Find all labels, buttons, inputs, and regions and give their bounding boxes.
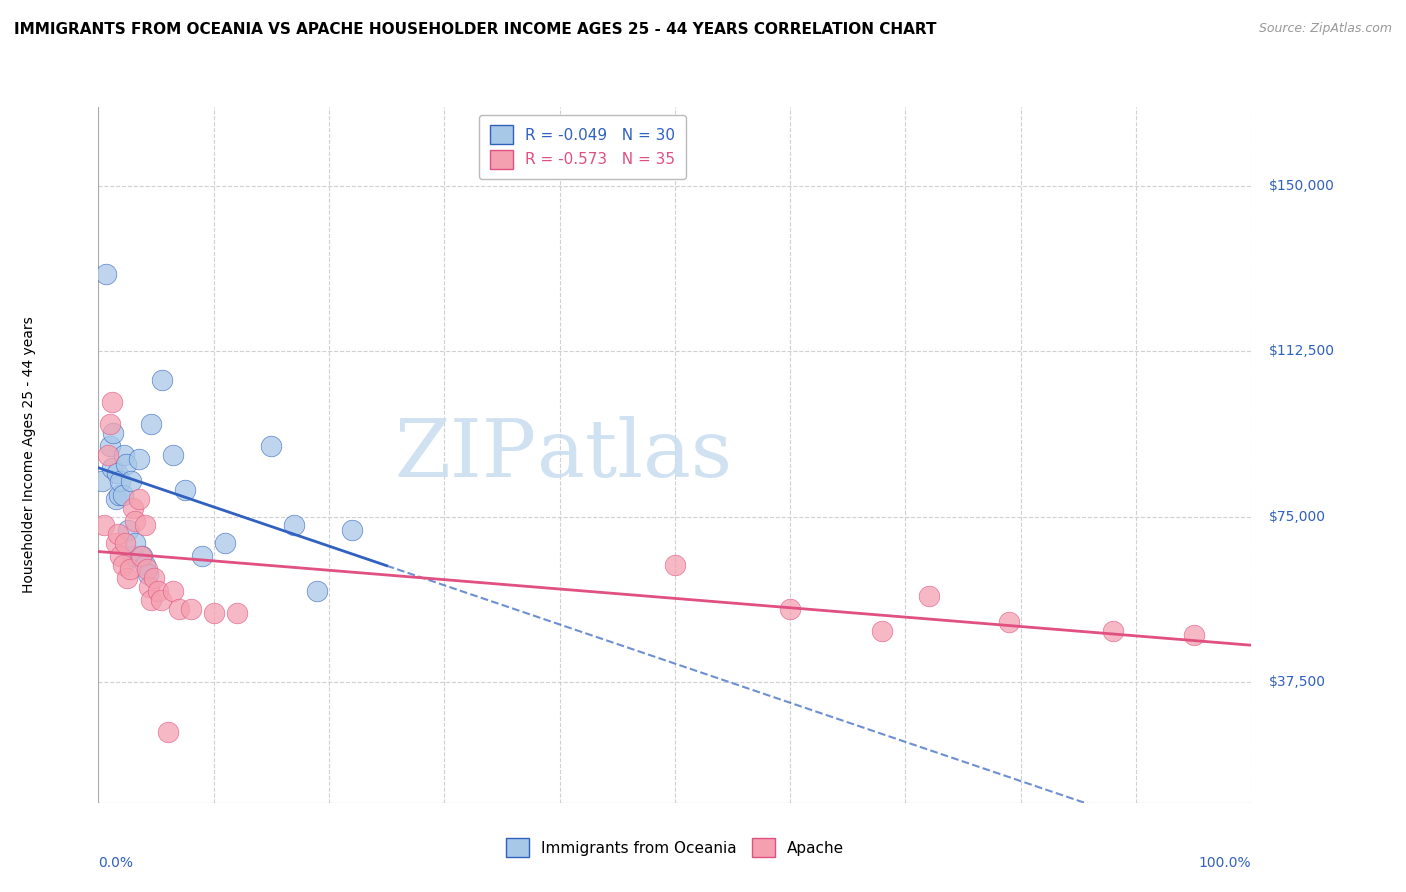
Point [162, 584, 184, 599]
Point [156, 725, 179, 739]
Point [872, 624, 894, 638]
Point [124, 514, 146, 528]
Text: Source: ZipAtlas.com: Source: ZipAtlas.com [1258, 22, 1392, 36]
Text: ZIP: ZIP [395, 416, 537, 494]
Point [104, 536, 127, 550]
Point [122, 500, 145, 515]
Point [998, 615, 1021, 630]
Point [134, 518, 156, 533]
Point [97, 448, 120, 462]
Point [149, 593, 172, 607]
Point [917, 589, 939, 603]
Point [162, 448, 184, 462]
Text: $75,000: $75,000 [1268, 509, 1326, 524]
Point [124, 536, 146, 550]
Point [135, 562, 157, 576]
Point [110, 475, 132, 489]
Point [128, 491, 150, 506]
Point [108, 487, 131, 501]
Point [96, 268, 118, 282]
Point [131, 549, 153, 564]
Point [103, 425, 125, 440]
Point [340, 523, 363, 537]
Point [1102, 624, 1125, 638]
Point [122, 549, 145, 564]
Point [101, 395, 124, 409]
Point [307, 584, 329, 599]
Legend: Immigrants from Oceania, Apache: Immigrants from Oceania, Apache [498, 830, 852, 864]
Point [174, 483, 197, 497]
Point [114, 536, 136, 550]
Point [118, 562, 141, 576]
Point [104, 491, 127, 506]
Text: Householder Income Ages 25 - 44 years: Householder Income Ages 25 - 44 years [22, 317, 37, 593]
Point [150, 373, 173, 387]
Point [1182, 628, 1205, 642]
Point [191, 549, 214, 564]
Point [214, 536, 236, 550]
Text: $112,500: $112,500 [1268, 344, 1334, 359]
Point [260, 439, 283, 453]
Point [180, 602, 202, 616]
Point [117, 523, 139, 537]
Point [98, 417, 121, 431]
Point [111, 487, 134, 501]
Point [779, 602, 801, 616]
Point [141, 593, 163, 607]
Point [111, 558, 134, 572]
Point [117, 571, 138, 585]
Point [134, 558, 156, 572]
Point [167, 602, 190, 616]
Text: 100.0%: 100.0% [1199, 855, 1251, 870]
Point [101, 461, 124, 475]
Point [90, 475, 112, 489]
Point [110, 549, 132, 564]
Point [664, 558, 686, 572]
Text: $150,000: $150,000 [1268, 179, 1334, 194]
Text: atlas: atlas [537, 416, 731, 494]
Point [93, 518, 115, 533]
Point [148, 584, 170, 599]
Point [141, 417, 163, 431]
Point [283, 518, 305, 533]
Point [142, 571, 165, 585]
Point [98, 439, 121, 453]
Point [138, 580, 160, 594]
Point [129, 549, 152, 564]
Point [136, 566, 159, 581]
Point [120, 475, 142, 489]
Point [107, 527, 129, 541]
Point [112, 448, 135, 462]
Point [115, 457, 138, 471]
Point [128, 452, 150, 467]
Text: IMMIGRANTS FROM OCEANIA VS APACHE HOUSEHOLDER INCOME AGES 25 - 44 YEARS CORRELAT: IMMIGRANTS FROM OCEANIA VS APACHE HOUSEH… [14, 22, 936, 37]
Point [105, 466, 128, 480]
Text: 0.0%: 0.0% [98, 855, 134, 870]
Point [202, 607, 225, 621]
Text: $37,500: $37,500 [1268, 674, 1326, 689]
Point [225, 607, 247, 621]
